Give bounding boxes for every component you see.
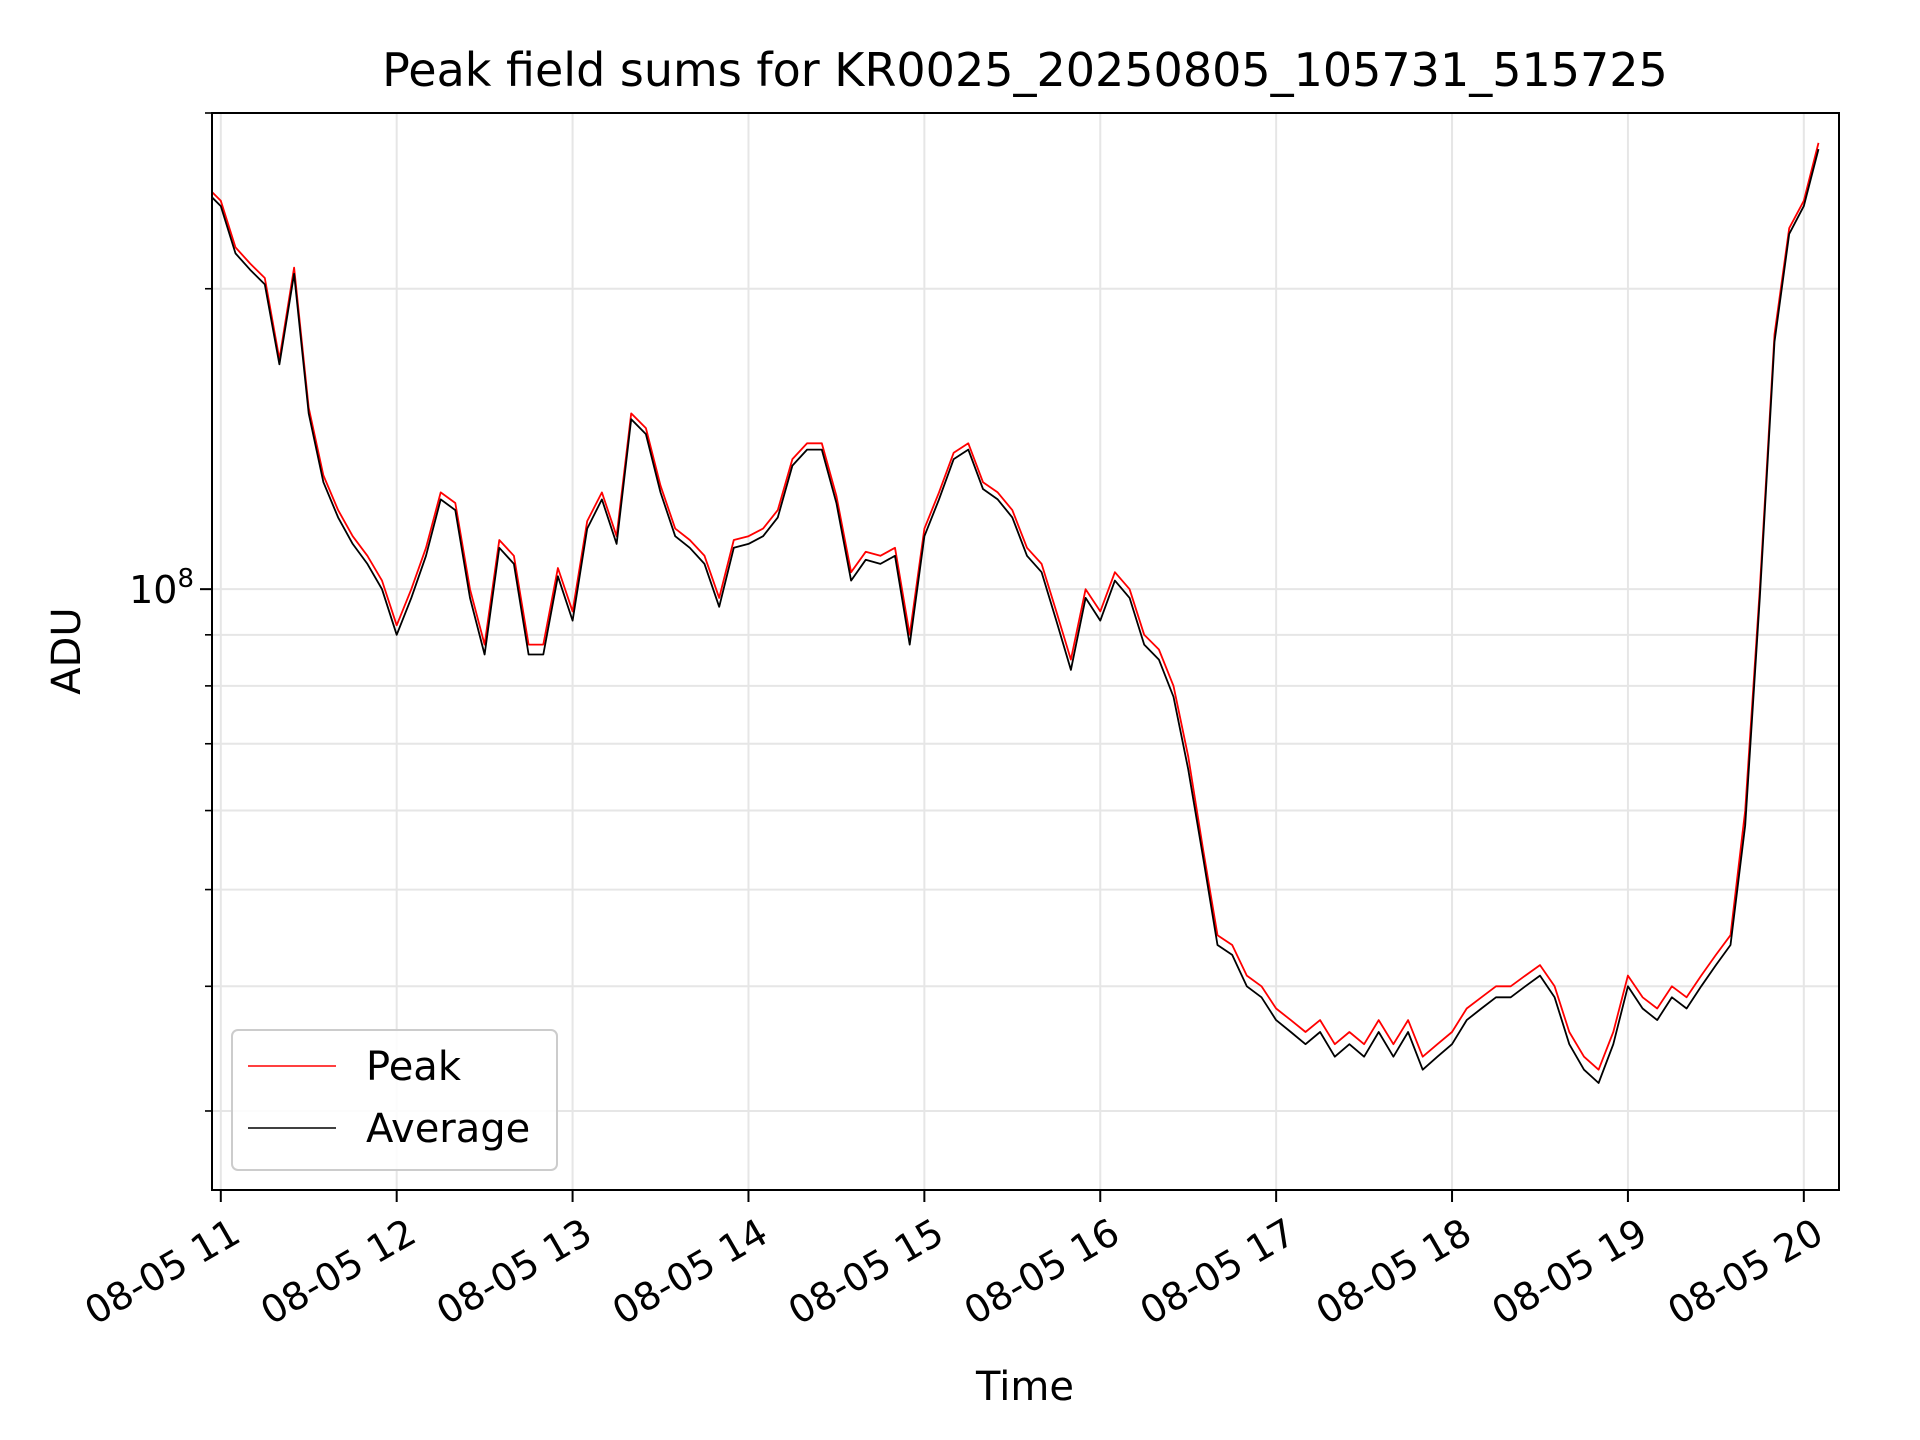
- x-tick-label: 08-05 12: [253, 1210, 423, 1334]
- y-tick-label: 108: [129, 564, 194, 612]
- chart-title: Peak field sums for KR0025_20250805_1057…: [382, 43, 1668, 97]
- x-tick-label: 08-05 15: [781, 1210, 951, 1334]
- series-layer: [212, 142, 1820, 1084]
- x-tick-label: 08-05 11: [77, 1210, 247, 1334]
- x-tick-label: 08-05 19: [1484, 1210, 1654, 1334]
- x-tick-label: 08-05 14: [605, 1210, 775, 1334]
- series-line-peak: [212, 142, 1820, 1071]
- x-tick-label: 08-05 18: [1309, 1210, 1479, 1334]
- series-line-average: [212, 148, 1820, 1084]
- legend: Peak Average: [231, 1029, 558, 1171]
- x-tick-label: 08-05 17: [1133, 1210, 1303, 1334]
- y-axis-label: ADU: [44, 607, 90, 694]
- grid-lines: [212, 112, 1839, 1190]
- x-axis-ticks: 08-05 11 08-05 12 08-05 13 08-05 14 08-05 15…: [77, 1190, 1830, 1333]
- legend-average-label: Average: [366, 1106, 530, 1152]
- legend-peak-label: Peak: [366, 1044, 462, 1090]
- plot-frame: [211, 112, 1840, 1191]
- x-tick-label: 08-05 13: [429, 1210, 599, 1334]
- legend-box: [231, 1029, 558, 1171]
- x-tick-label: 08-05 16: [957, 1210, 1127, 1334]
- x-tick-label: 08-05 20: [1660, 1210, 1830, 1334]
- x-axis-label: Time: [975, 1364, 1074, 1410]
- y-axis-ticks: 108: [129, 112, 212, 1112]
